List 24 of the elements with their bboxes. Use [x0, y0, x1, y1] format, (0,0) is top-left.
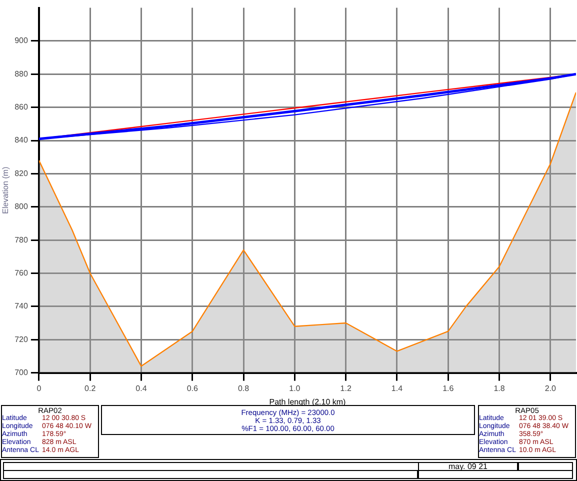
- y-axis-title: Elevation (m): [1, 166, 10, 214]
- x-tick-label: 1.8: [494, 384, 506, 393]
- x-tick-label: 0.2: [84, 384, 96, 393]
- y-tick-label: 860: [14, 102, 28, 112]
- x-tick-label: 1.0: [289, 384, 301, 393]
- y-tick-label: 720: [14, 334, 28, 344]
- y-tick-label: 880: [14, 69, 28, 78]
- x-tick-label: 0: [36, 384, 42, 393]
- y-tick-label: 740: [14, 302, 28, 311]
- x-tick-label: 1.6: [442, 384, 454, 393]
- x-tick-label: 0.6: [186, 384, 198, 393]
- x-tick-label: 0.8: [238, 384, 250, 393]
- x-tick-label: 1.4: [391, 384, 404, 393]
- y-tick-label: 800: [14, 202, 28, 212]
- x-tick-label: 0.4: [136, 384, 148, 393]
- y-tick-label: 760: [14, 268, 28, 278]
- y-tick-label: 840: [14, 136, 28, 145]
- text: may. 09 21: [418, 462, 518, 471]
- x-tick-label: 1.2: [340, 384, 352, 393]
- y-tick-label: 820: [14, 168, 28, 178]
- y-tick-label: 780: [14, 235, 28, 244]
- x-tick-label: 2.0: [544, 384, 557, 393]
- y-tick-label: 700: [14, 368, 28, 378]
- y-tick-label: 900: [14, 36, 28, 46]
